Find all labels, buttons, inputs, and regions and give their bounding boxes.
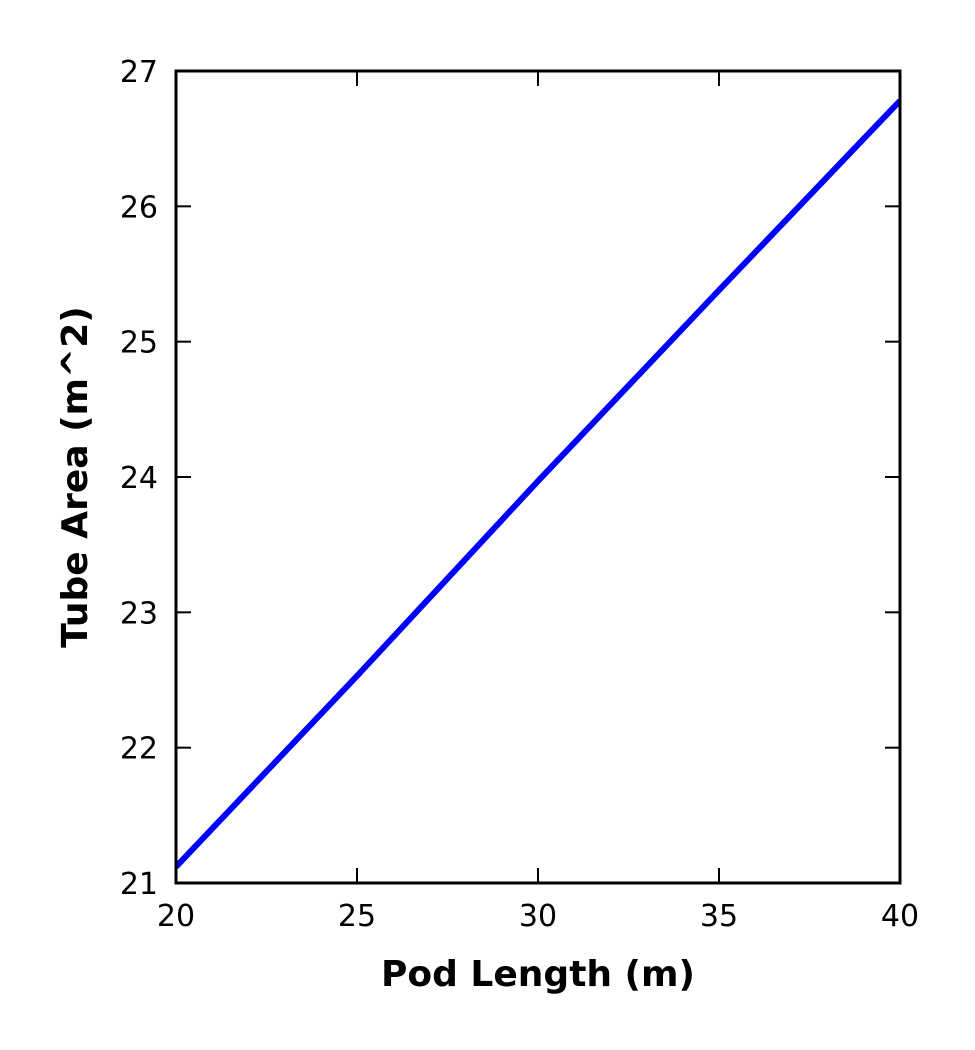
x-tick-label: 35 — [700, 899, 738, 934]
x-tick-label: 25 — [338, 899, 376, 934]
y-tick-label: 22 — [120, 732, 158, 767]
series-line-1 — [176, 98, 900, 869]
y-tick-label: 26 — [120, 190, 158, 225]
y-tick-label: 24 — [120, 461, 158, 496]
x-tick-label: 30 — [519, 899, 557, 934]
y-axis-title: Tube Area (m^2) — [55, 306, 96, 647]
plot-series-layer — [176, 98, 900, 869]
y-tick-label: 21 — [120, 867, 158, 902]
ticks-layer: 20 25 30 35 40 21 22 23 24 25 26 27 — [120, 55, 919, 934]
y-tick-label: 23 — [120, 596, 158, 631]
x-tick-label: 40 — [881, 899, 919, 934]
x-axis-title: Pod Length (m) — [381, 954, 695, 995]
y-tick-label: 25 — [120, 326, 158, 361]
y-tick-label: 27 — [120, 55, 158, 90]
x-tick-label: 20 — [157, 899, 195, 934]
